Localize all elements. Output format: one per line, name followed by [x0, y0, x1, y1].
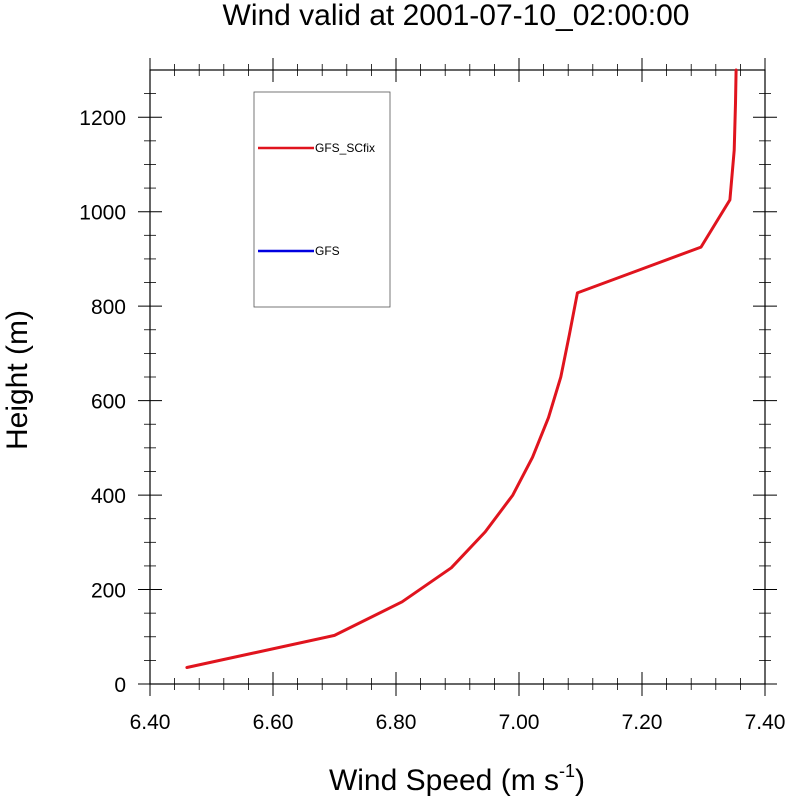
- legend: GFS_SCfix GFS: [253, 91, 391, 308]
- y-tick-label: 1000: [79, 202, 126, 225]
- x-axis-label: Wind Speed (m s-1): [329, 761, 585, 797]
- legend-label-gfs-scfix: GFS_SCfix: [315, 141, 375, 155]
- x-tick-label: 6.40: [130, 711, 171, 734]
- y-tick-label: 400: [91, 485, 126, 508]
- y-tick-label: 800: [91, 296, 126, 319]
- x-tick-label: 7.00: [499, 711, 540, 734]
- x-axis-label-superscript: -1: [559, 761, 575, 781]
- x-axis-ticks: [149, 58, 766, 696]
- series-lines: [185, 68, 738, 669]
- y-axis-label: Height (m): [1, 310, 34, 450]
- plot-frame: [149, 69, 766, 685]
- y-tick-label: 200: [91, 580, 126, 603]
- legend-label-gfs: GFS: [315, 244, 340, 258]
- x-axis-label-main: Wind Speed (m s: [329, 764, 559, 797]
- x-tick-label: 7.20: [622, 711, 663, 734]
- x-tick-label: 6.80: [376, 711, 417, 734]
- x-tick-label: 6.60: [253, 711, 294, 734]
- y-tick-label: 1200: [79, 107, 126, 130]
- series-line-gfs-scfix: [185, 68, 738, 669]
- chart-title: Wind valid at 2001-07-10_02:00:00: [223, 0, 690, 32]
- x-axis-tick-labels: 6.40 6.60 6.80 7.00 7.20 7.40: [130, 711, 786, 734]
- x-tick-label: 7.40: [745, 711, 786, 734]
- y-tick-label: 0: [114, 674, 126, 697]
- y-tick-label: 600: [91, 391, 126, 414]
- y-axis-tick-labels: 0 200 400 600 800 1000 1200: [79, 107, 126, 697]
- x-axis-label-close: ): [575, 764, 585, 797]
- legend-box: [253, 91, 391, 308]
- y-axis-ticks: [138, 93, 777, 685]
